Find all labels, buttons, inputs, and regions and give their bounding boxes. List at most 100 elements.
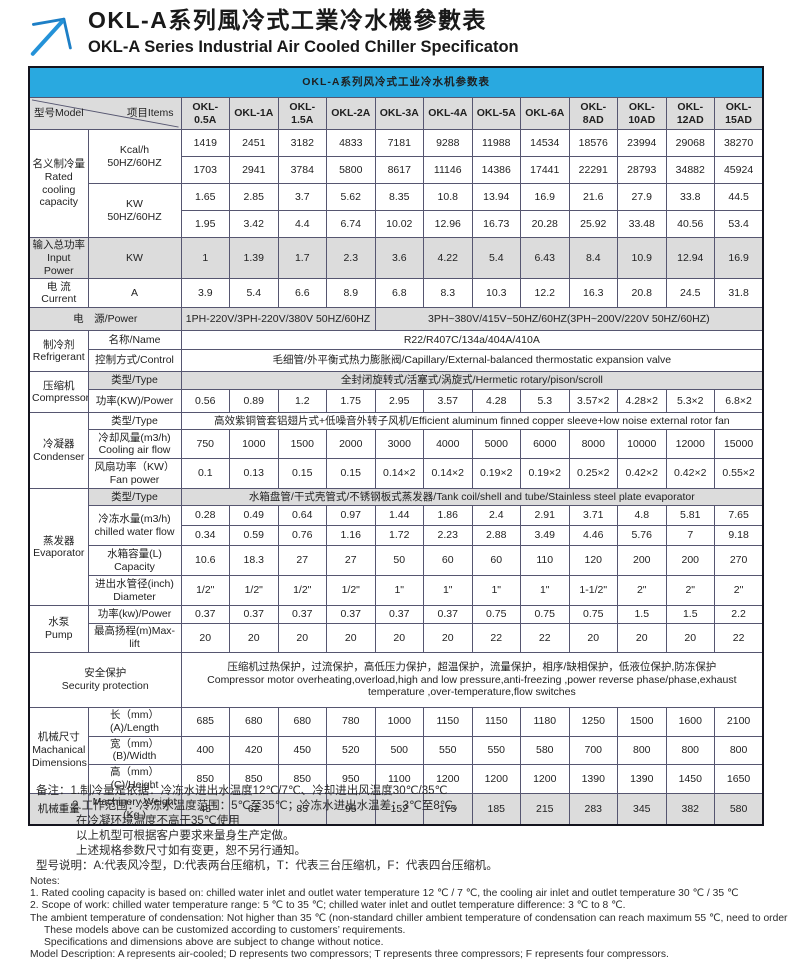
value-cell: 6.74 (326, 210, 376, 238)
value-cell: 7 (665, 525, 715, 547)
note-line: 上述规格参数尺寸如有变更，恕不另行通知。 (76, 845, 306, 857)
value-cell: 0.64 (277, 505, 327, 527)
item-cell: 高（mm）(C)/Height (87, 764, 182, 794)
value-cell: 1.72 (374, 525, 424, 547)
item-cell: Machinery Weight (Kg ) (87, 792, 182, 826)
value-cell: 53.4 (714, 210, 764, 238)
value-cell: 4.46 (568, 525, 618, 547)
value-cell: 2941 (229, 156, 279, 184)
value-cell: 8.9 (326, 278, 376, 309)
value-line: Compressor motor overheating,overload,hi… (207, 673, 737, 699)
value-cell: 550 (423, 735, 473, 766)
value-cell: 27 (277, 545, 327, 577)
value-cell: 45924 (714, 156, 764, 184)
value-cell: 13.94 (471, 183, 521, 211)
value-cell: 1.86 (423, 505, 473, 527)
value-cell: 0.14×2 (374, 458, 424, 490)
value-cell: 1200 (471, 764, 521, 794)
value-cell: 12.94 (665, 236, 715, 280)
value-cell: 3.6 (374, 236, 424, 280)
category-cell: 水泵 Pump (28, 605, 89, 653)
value-cell: 800 (665, 735, 715, 766)
model-header-cell: OKL-3A (374, 97, 424, 130)
value-cell: 3.42 (229, 210, 279, 238)
model-header-cell: OKL-8AD (568, 97, 618, 130)
value-cell: 520 (326, 735, 376, 766)
value-cell: 780 (326, 706, 376, 737)
value-cell: 580 (714, 792, 764, 826)
value-cell: 3.57×2 (568, 389, 618, 414)
value-cell: 1.2 (277, 389, 327, 414)
value-cell: 21.6 (568, 183, 618, 211)
value-cell: 1200 (520, 764, 570, 794)
value-cell: 1250 (568, 706, 618, 737)
value-cell: 12.2 (520, 278, 570, 309)
item-cell: 类型/Type (87, 488, 182, 507)
value-cell: 175 (423, 792, 473, 826)
value-cell: 20 (326, 623, 376, 653)
value-cell: 33.8 (665, 183, 715, 211)
value-cell: 16.73 (471, 210, 521, 238)
value-cell: 60 (471, 545, 521, 577)
merged-label-cell: 电 源/Power (28, 307, 182, 332)
value-cell: 1/2" (229, 575, 279, 607)
value-cell: 3.57 (423, 389, 473, 414)
value-cell: 20 (374, 623, 424, 653)
value-cell: 22291 (568, 156, 618, 184)
value-cell: 5.62 (326, 183, 376, 211)
value-cell: 345 (617, 792, 667, 826)
model-header-cell: OKL-2A (326, 97, 376, 130)
value-cell: 10.6 (180, 545, 230, 577)
value-cell: 3182 (277, 129, 327, 157)
value-cell: 1419 (180, 129, 230, 157)
value-cell: 1/2" (180, 575, 230, 607)
value-cell: 16.9 (520, 183, 570, 211)
value-cell: 1/2" (326, 575, 376, 607)
value-cell: 680 (277, 706, 327, 737)
value-cell: 2" (665, 575, 715, 607)
value-cell: 0.56 (180, 389, 230, 414)
item-cell: 长（mm）(A)/Length (87, 706, 182, 737)
value-cell: 2.95 (374, 389, 424, 414)
value-cell: 3784 (277, 156, 327, 184)
category-cell: 冷凝器 Condenser (28, 412, 89, 490)
value-cell: 680 (229, 706, 279, 737)
model-header-cell: OKL-1.5A (277, 97, 327, 130)
value-cell: 420 (229, 735, 279, 766)
value-cell: 18576 (568, 129, 618, 157)
value-cell: 2.2 (714, 605, 764, 625)
value-cell: 1150 (423, 706, 473, 737)
value-cell: 800 (714, 735, 764, 766)
item-cell: 宽（mm）(B)/Width (87, 735, 182, 766)
value-cell: 0.42×2 (665, 458, 715, 490)
value-cell: 22 (714, 623, 764, 653)
value-cell: 25.92 (568, 210, 618, 238)
value-cell: 1000 (374, 706, 424, 737)
corner-cell: 型号Model 项目Items (28, 97, 182, 130)
value-cell: 0.75 (520, 605, 570, 625)
category-cell: 机械尺寸 Machanical Dimensions (28, 706, 89, 794)
value-cell: 120 (568, 545, 618, 577)
value-cell: 2.23 (423, 525, 473, 547)
value-cell: 9288 (423, 129, 473, 157)
value-cell: 0.37 (423, 605, 473, 625)
value-cell: 450 (277, 735, 327, 766)
value-cell: 6.8×2 (714, 389, 764, 414)
value-cell: 1000 (229, 429, 279, 460)
category-cell: 压缩机 Compressor (28, 371, 89, 414)
page-header: OKL-A系列風冷式工業冷水機參數表 OKL-A Series Industri… (24, 5, 519, 62)
notes-zh: 备注：1.制冷量是依据：冷冻水进出水温度12℃/7℃、冷却进出风温度30℃/35… (36, 784, 766, 874)
note-line: Notes: (30, 876, 60, 887)
value-cell: 27.9 (617, 183, 667, 211)
item-cell: 最高扬程(m)Max-lift (87, 623, 182, 653)
value-cell: 1600 (665, 706, 715, 737)
value-cell: 1450 (665, 764, 715, 794)
value-cell: 6.8 (374, 278, 424, 309)
value-cell: 12000 (665, 429, 715, 460)
item-cell: 冷却风量(m3/h) Cooling air flow (87, 429, 182, 460)
value-cell: 0.34 (180, 525, 230, 547)
value-cell: 580 (520, 735, 570, 766)
value-cell: 1" (423, 575, 473, 607)
corner-model-label: 型号Model (34, 107, 84, 119)
value-cell: 1PH-220V/3PH-220V/380V 50HZ/60HZ (180, 307, 376, 332)
